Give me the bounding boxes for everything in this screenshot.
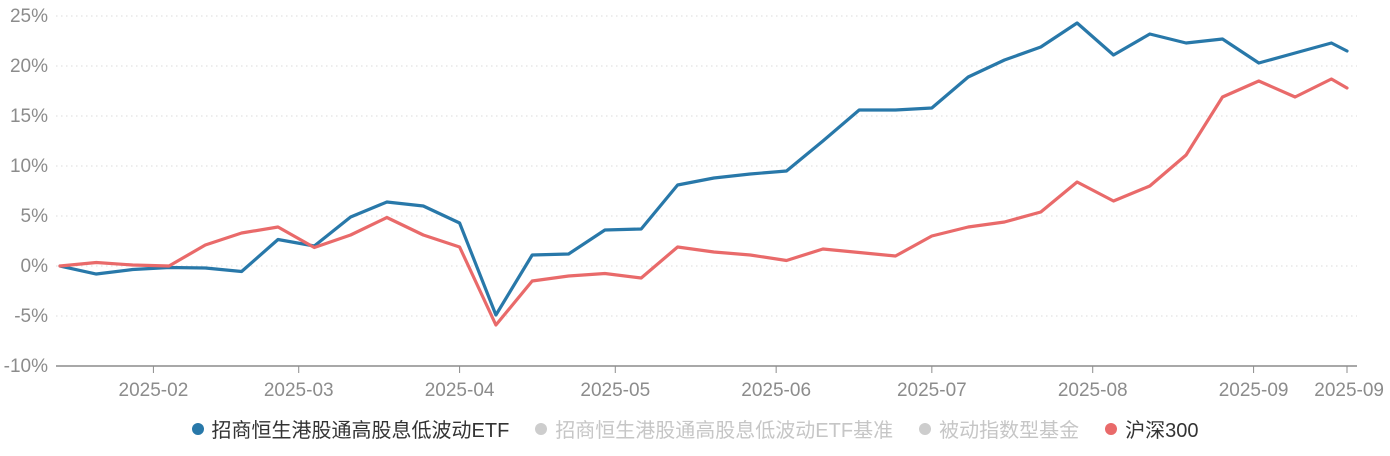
plot-area[interactable]: 25% 20% 15% 10% 5% 0% -5% -10% 2025-02 2025-03 202… [0, 0, 1390, 410]
series-line-3[interactable] [58, 77, 1349, 327]
y-axis-label-5%: 5% [21, 206, 49, 227]
legend-item-2[interactable]: 被动指数型基金 [919, 414, 1079, 443]
x-axis-label-8: 2025-09 [1314, 380, 1384, 401]
y-axis-label--5%: -5% [14, 306, 48, 327]
legend-label: 招商恒生港股通高股息低波动ETF基准 [555, 420, 894, 442]
x-axis-label-2: 2025-04 [425, 380, 495, 401]
legend-item-1[interactable]: 招商恒生港股通高股息低波动ETF基准 [535, 414, 893, 443]
legend-item-3[interactable]: 沪深300 [1105, 414, 1198, 443]
y-axis-label-20%: 20% [10, 56, 48, 77]
series-line-0[interactable] [58, 21, 1349, 317]
legend-item-0[interactable]: 招商恒生港股通高股息低波动ETF [191, 414, 510, 443]
legend-label: 沪深300 [1125, 420, 1199, 442]
y-axis-label--10%: -10% [4, 356, 48, 377]
x-axis-label-0: 2025-02 [119, 380, 189, 401]
y-axis-label-0%: 0% [21, 256, 49, 277]
x-axis-label-3: 2025-05 [580, 380, 650, 401]
legend: 招商恒生港股通高股息低波动ETF 招商恒生港股通高股息低波动ETF基准 被动指数型基… [0, 414, 1390, 443]
legend-dot-icon [919, 422, 932, 435]
legend-dot-icon [1105, 422, 1118, 435]
x-axis-label-4: 2025-06 [741, 380, 811, 401]
legend-dot-icon [535, 422, 548, 435]
x-axis-label-6: 2025-08 [1058, 380, 1128, 401]
y-axis-label-10%: 10% [10, 156, 48, 177]
legend-dot-icon [191, 422, 204, 435]
y-axis-label-25%: 25% [10, 6, 48, 27]
x-axis-label-5: 2025-07 [897, 380, 967, 401]
legend-label: 被动指数型基金 [939, 420, 1080, 442]
legend-label: 招商恒生港股通高股息低波动ETF [211, 420, 510, 442]
x-axis-label-1: 2025-03 [264, 380, 334, 401]
x-axis-label-7: 2025-09 [1219, 380, 1289, 401]
y-axis-label-15%: 15% [10, 106, 48, 127]
